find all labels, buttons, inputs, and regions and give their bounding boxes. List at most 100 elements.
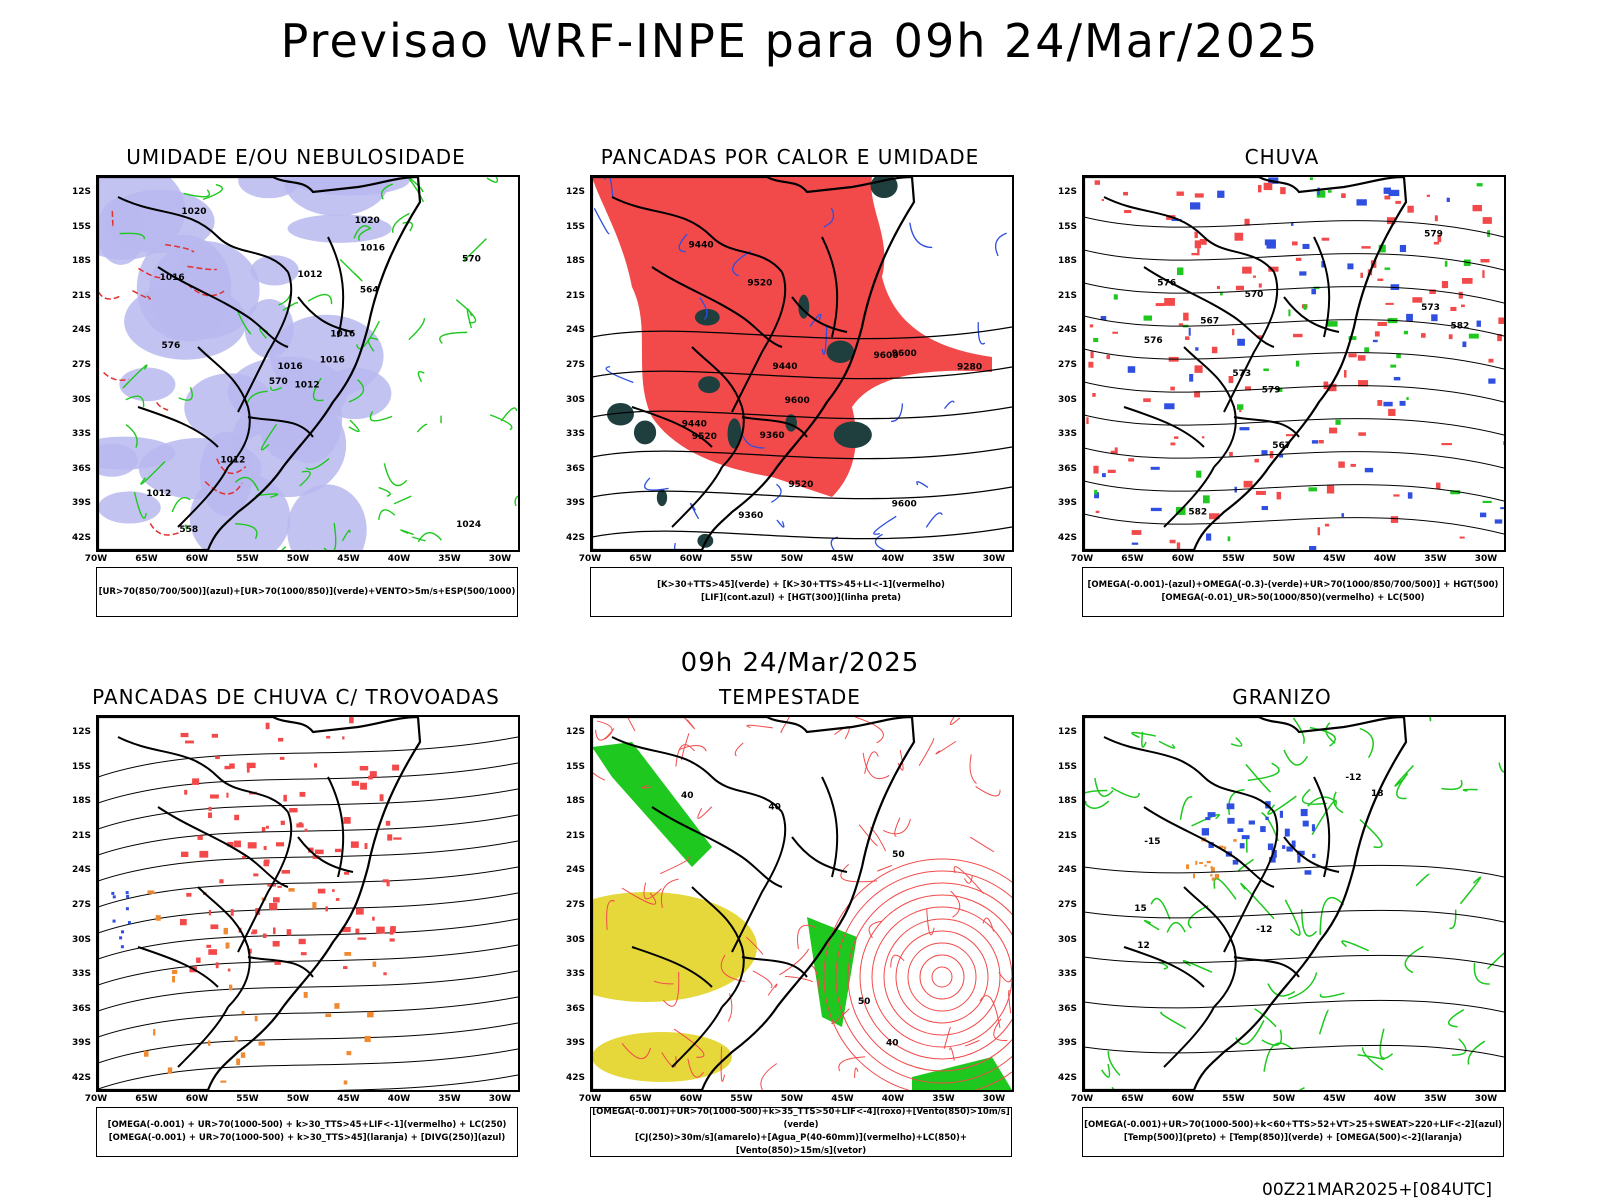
lon-label: 35W [438, 554, 461, 564]
lat-label: 21S [1057, 290, 1077, 301]
map-canvas: 40 40 50 50 40 [592, 717, 1012, 1090]
legend-box: [K>30+TTS>45](verde) + [K>30+TTS>45+LI<-… [590, 567, 1012, 617]
lat-label: 42S [71, 1073, 91, 1083]
lon-label: 35W [1424, 1094, 1447, 1104]
lon-label: 55W [1222, 1094, 1245, 1104]
valid-time-title: 09h 24/Mar/2025 [680, 648, 920, 678]
contour-label: 573 [1421, 303, 1440, 313]
legend-line: [OMEGA(-0.001)+UR>70(1000-500)+k<60+TTS>… [1084, 1120, 1502, 1130]
contour-label: 1012 [297, 270, 322, 280]
map-panel: TEMPESTADE 40 40 50 50 40 12S 15S 18S 21S 24S 27S 30… [545, 685, 1035, 1165]
lon-label: 60W [679, 1094, 703, 1104]
lat-label: 39S [565, 1038, 585, 1049]
lon-label: 40W [387, 1094, 411, 1104]
lat-label: 12S [565, 187, 585, 197]
lat-label: 27S [565, 360, 585, 370]
contour-label: 1012 [146, 489, 171, 499]
contour-label: 1016 [278, 362, 303, 372]
lon-label: 40W [387, 554, 411, 564]
contour-label: 9360 [738, 511, 763, 521]
lon-label: 30W [1474, 1094, 1498, 1104]
legend-box: [OMEGA(-0.001) + UR>70(1000-500) + k>30_… [96, 1107, 518, 1157]
lon-label: 70W [578, 554, 602, 564]
lat-label: 36S [565, 1003, 585, 1014]
lat-label: 33S [71, 969, 91, 980]
contour-label: 9440 [689, 241, 714, 251]
lat-label: 27S [1057, 900, 1077, 910]
lat-label: 21S [565, 290, 585, 301]
contour-label: 579 [1262, 386, 1281, 396]
lon-label: 40W [1373, 1094, 1397, 1104]
lon-label: 45W [337, 1094, 360, 1104]
lat-label: 30S [565, 934, 585, 945]
panel-title: TEMPESTADE [719, 685, 861, 709]
lon-label: 65W [135, 1094, 158, 1104]
legend-line: [CJ(250)>30m/s](amarelo)+[Agua_P(40-60mm… [634, 1133, 968, 1156]
map-panel: GRANIZO -12 -12 -15 15 12 18 12S 15S 18S 21S 24S 27S… [1037, 685, 1527, 1165]
contour-label: 576 [1157, 278, 1176, 288]
panel-title: PANCADAS POR CALOR E UMIDADE [600, 145, 980, 169]
panel-title: GRANIZO [1232, 685, 1332, 709]
lat-label: 24S [565, 325, 585, 336]
map-panel: PANCADAS DE CHUVA C/ TROVOADAS 12S 15S 18S 2… [51, 685, 541, 1165]
lon-label: 70W [84, 554, 108, 564]
contour-label: 9280 [957, 362, 982, 372]
map-panel: UMIDADE E/OU NEBULOSIDADE 1012 1016 1016 101… [51, 145, 541, 625]
lon-label: 50W [286, 1094, 310, 1104]
lat-label: 36S [1057, 1003, 1077, 1014]
lon-label: 50W [1272, 1094, 1296, 1104]
lat-label: 24S [71, 865, 91, 876]
lat-label: 39S [565, 498, 585, 509]
contour-label: 558 [179, 525, 198, 535]
lat-label: 18S [1057, 256, 1077, 267]
contour-label: 40 [681, 791, 694, 801]
lat-label: 33S [71, 429, 91, 440]
lon-label: 45W [831, 554, 854, 564]
legend-box: [OMEGA(-0.001)-(azul)+OMEGA(-0.3)-(verde… [1082, 567, 1504, 617]
lat-label: 18S [1057, 796, 1077, 807]
contour-label: 582 [1450, 322, 1469, 332]
contour-label: 570 [462, 254, 481, 264]
legend-line: [LIF](cont.azul) + [HGT(300)](linha pret… [700, 593, 902, 603]
contour-label: 570 [1245, 290, 1264, 300]
lon-label: 35W [1424, 554, 1447, 564]
lat-label: 36S [71, 1003, 91, 1014]
legend-line: [Temp(500)](preto) + [Temp(850)](verde) … [1123, 1133, 1463, 1143]
panel-title: PANCADAS DE CHUVA C/ TROVOADAS [92, 685, 500, 709]
lat-label: 24S [71, 325, 91, 336]
lat-label: 18S [565, 796, 585, 807]
lon-label: 55W [1222, 554, 1245, 564]
lat-label: 18S [565, 256, 585, 267]
run-label: 00Z21MAR2025+[084UTC] [1262, 1180, 1492, 1200]
contour-label: 40 [768, 803, 781, 813]
contour-label: 18 [1371, 789, 1384, 799]
main-title: Previsao WRF-INPE para 09h 24/Mar/2025 [280, 14, 1320, 68]
lat-label: 42S [1057, 1073, 1077, 1083]
lon-label: 60W [1171, 1094, 1195, 1104]
contour-label: 1012 [220, 456, 245, 466]
contour-label: 579 [1424, 229, 1443, 239]
contour-label: 576 [1144, 336, 1163, 346]
lat-label: 24S [1057, 865, 1077, 876]
lat-label: 21S [71, 830, 91, 841]
lon-label: 60W [679, 554, 703, 564]
contour-label: 567 [1200, 317, 1219, 327]
lat-label: 12S [1057, 187, 1077, 197]
map-canvas: 1012 1016 1016 1012 1016 1012 1020 1012 1016 1016… [98, 177, 518, 550]
lon-label: 40W [881, 554, 905, 564]
contour-label: 573 [1232, 369, 1251, 379]
contour-label: 12 [1137, 941, 1150, 951]
lat-label: 21S [71, 290, 91, 301]
contour-label: 1016 [320, 356, 345, 366]
lon-label: 30W [982, 1094, 1006, 1104]
map-frame: 582 579 576 573 570 567 582 579 576 573 567 [1082, 175, 1506, 552]
lat-label: 39S [71, 498, 91, 509]
lat-label: 33S [1057, 969, 1077, 980]
lon-label: 50W [780, 1094, 804, 1104]
lon-label: 70W [84, 1094, 108, 1104]
lat-label: 18S [71, 256, 91, 267]
contour-label: -15 [1144, 837, 1160, 847]
contour-label: 1020 [355, 216, 380, 226]
lon-label: 45W [1323, 554, 1346, 564]
panel-title: CHUVA [1244, 145, 1320, 169]
